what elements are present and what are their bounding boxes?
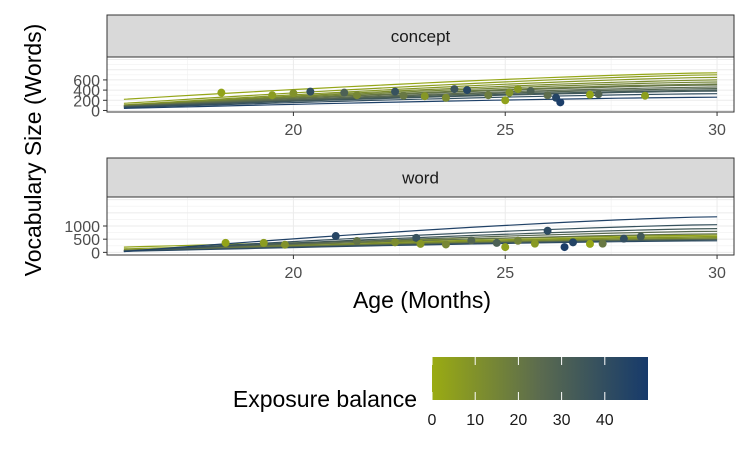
y-tick-label: 600	[73, 73, 100, 90]
x-tick-label: 20	[285, 265, 303, 282]
data-point	[391, 238, 400, 247]
data-point	[594, 90, 603, 99]
panel-border	[106, 56, 735, 113]
data-point	[463, 86, 472, 95]
data-point	[412, 233, 421, 242]
colorbar-gradient	[432, 357, 648, 400]
facet-data	[123, 216, 718, 253]
data-point	[636, 232, 645, 241]
y-tick-label: 0	[91, 245, 100, 262]
y-tick-label: 200	[73, 93, 100, 110]
data-point	[560, 243, 569, 252]
data-point	[450, 85, 459, 94]
data-point	[217, 88, 226, 97]
data-point	[340, 88, 349, 97]
data-point	[399, 91, 408, 100]
data-point	[501, 243, 510, 252]
data-point	[280, 240, 289, 249]
x-tick-label: 25	[496, 122, 514, 139]
growth-curve	[123, 90, 718, 108]
data-point	[221, 238, 230, 247]
data-point	[598, 239, 607, 248]
colorbar-tick-label: 30	[553, 412, 571, 429]
colorbar-tick-label: 20	[510, 412, 528, 429]
data-point	[585, 90, 594, 99]
data-point	[259, 238, 268, 247]
colorbar-tick-label: 0	[428, 412, 437, 429]
data-point	[306, 87, 315, 96]
facet-strip-label: word	[401, 169, 439, 188]
data-point	[585, 239, 594, 248]
data-point	[569, 238, 578, 247]
colorbar-tick-label: 40	[596, 412, 614, 429]
data-point	[268, 91, 277, 100]
x-tick-label: 30	[708, 122, 726, 139]
x-tick-label: 20	[285, 122, 303, 139]
data-point	[543, 226, 552, 235]
data-point	[492, 238, 501, 247]
facet-strip-label: concept	[391, 27, 451, 46]
colorbar-title: Exposure balance	[233, 386, 417, 412]
data-point	[543, 91, 552, 100]
facet-strip	[106, 14, 735, 58]
growth-curve	[123, 93, 718, 109]
data-point	[391, 87, 400, 96]
y-tick-label: 400	[73, 83, 100, 100]
growth-curve	[123, 76, 718, 106]
x-axis-title: Age (Months)	[353, 287, 491, 313]
data-point	[352, 237, 361, 246]
colorbar-ticks: 0 10 20 30 40	[428, 357, 614, 429]
data-point	[420, 92, 429, 101]
data-point	[619, 234, 628, 243]
colorbar-legend: Exposure balance 0 10 20 30 40	[233, 357, 648, 429]
y-tick-label: 0	[91, 103, 100, 120]
x-tick-label: 25	[496, 265, 514, 282]
data-point	[505, 88, 514, 97]
data-point	[441, 240, 450, 249]
data-point	[513, 236, 522, 245]
data-point	[467, 236, 476, 245]
y-tick-label: 1000	[64, 219, 100, 236]
colorbar-tick-label: 10	[466, 412, 484, 429]
data-point	[526, 87, 535, 96]
growth-curve	[123, 74, 718, 104]
data-point	[441, 93, 450, 102]
growth-curve	[123, 228, 718, 252]
data-point	[556, 98, 565, 107]
data-point	[484, 91, 493, 100]
data-point	[352, 91, 361, 100]
growth-curve	[123, 84, 718, 107]
y-axis-title: Vocabulary Size (Words)	[20, 24, 46, 277]
data-point	[513, 85, 522, 94]
y-tick-label: 500	[73, 232, 100, 249]
growth-curve	[123, 96, 718, 109]
data-point	[331, 232, 340, 241]
x-tick-label: 30	[708, 265, 726, 282]
data-point	[641, 91, 650, 100]
data-point	[530, 239, 539, 248]
data-point	[416, 239, 425, 248]
facet-data	[123, 72, 718, 109]
data-point	[289, 89, 298, 98]
data-point	[501, 96, 510, 105]
growth-curve	[123, 79, 718, 106]
